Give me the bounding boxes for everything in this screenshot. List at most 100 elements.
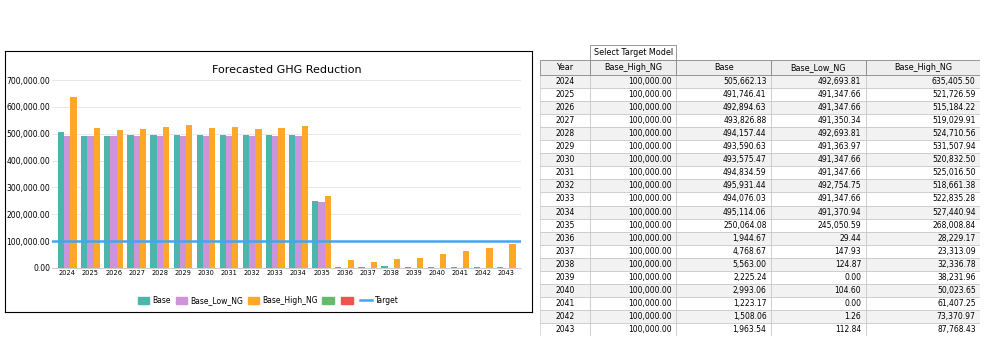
FancyBboxPatch shape [866, 140, 980, 153]
Text: 100,000.00: 100,000.00 [628, 260, 672, 269]
FancyBboxPatch shape [590, 179, 677, 192]
Text: 492,894.63: 492,894.63 [723, 103, 766, 112]
Text: 245,050.59: 245,050.59 [818, 221, 861, 229]
Legend: Base, Base_Low_NG, Base_High_NG, , , Target: Base, Base_Low_NG, Base_High_NG, , , Tar… [135, 293, 402, 308]
Text: 100,000.00: 100,000.00 [628, 325, 672, 334]
Text: 147.93: 147.93 [834, 247, 861, 256]
Text: 2,993.06: 2,993.06 [733, 286, 766, 295]
Text: Year: Year [557, 63, 573, 72]
Text: 29.44: 29.44 [839, 234, 861, 243]
FancyBboxPatch shape [540, 232, 590, 245]
FancyBboxPatch shape [866, 258, 980, 271]
FancyBboxPatch shape [540, 192, 590, 205]
Text: 2028: 2028 [556, 129, 574, 138]
FancyBboxPatch shape [771, 101, 866, 114]
FancyBboxPatch shape [866, 60, 980, 75]
FancyBboxPatch shape [677, 271, 771, 284]
Text: 100,000.00: 100,000.00 [628, 103, 672, 112]
Text: 100,000.00: 100,000.00 [628, 77, 672, 86]
Text: 494,157.44: 494,157.44 [723, 129, 766, 138]
Text: 100,000.00: 100,000.00 [628, 221, 672, 229]
FancyBboxPatch shape [677, 258, 771, 271]
Text: 1,223.17: 1,223.17 [733, 299, 766, 308]
Text: 495,931.44: 495,931.44 [723, 181, 766, 190]
Text: 515,184.22: 515,184.22 [933, 103, 976, 112]
Text: 100,000.00: 100,000.00 [628, 129, 672, 138]
FancyBboxPatch shape [771, 205, 866, 218]
FancyBboxPatch shape [540, 75, 590, 88]
Text: 50,023.65: 50,023.65 [937, 286, 976, 295]
Text: 2035: 2035 [556, 221, 575, 229]
FancyBboxPatch shape [677, 205, 771, 218]
FancyBboxPatch shape [540, 127, 590, 140]
Text: 250,064.08: 250,064.08 [723, 221, 766, 229]
Text: 2027: 2027 [556, 116, 574, 125]
Text: 2026: 2026 [556, 103, 574, 112]
Text: 100,000.00: 100,000.00 [628, 142, 672, 151]
Text: 2030: 2030 [556, 155, 575, 164]
Text: 38,231.96: 38,231.96 [937, 273, 976, 282]
Text: Base_High_NG: Base_High_NG [893, 63, 952, 72]
Text: 87,768.43: 87,768.43 [937, 325, 976, 334]
FancyBboxPatch shape [590, 245, 677, 258]
Text: Base_High_NG: Base_High_NG [605, 63, 662, 72]
Text: 28,229.17: 28,229.17 [938, 234, 976, 243]
FancyBboxPatch shape [540, 205, 590, 218]
Text: 494,834.59: 494,834.59 [723, 168, 766, 177]
FancyBboxPatch shape [677, 310, 771, 323]
Text: 100,000.00: 100,000.00 [628, 155, 672, 164]
FancyBboxPatch shape [771, 297, 866, 310]
Text: 492,754.75: 492,754.75 [818, 181, 861, 190]
Text: 495,114.06: 495,114.06 [723, 208, 766, 216]
FancyBboxPatch shape [866, 192, 980, 205]
FancyBboxPatch shape [677, 153, 771, 166]
Text: 104.60: 104.60 [834, 286, 861, 295]
Text: 2040: 2040 [556, 286, 575, 295]
Text: 2036: 2036 [556, 234, 575, 243]
Text: 518,661.38: 518,661.38 [933, 181, 976, 190]
Text: 100,000.00: 100,000.00 [628, 168, 672, 177]
Text: 491,363.97: 491,363.97 [818, 142, 861, 151]
FancyBboxPatch shape [540, 153, 590, 166]
Text: 2042: 2042 [556, 312, 574, 321]
Text: 1,508.06: 1,508.06 [733, 312, 766, 321]
Text: 524,710.56: 524,710.56 [932, 129, 976, 138]
FancyBboxPatch shape [677, 60, 771, 75]
Text: 522,835.28: 522,835.28 [933, 194, 976, 203]
FancyBboxPatch shape [590, 114, 677, 127]
FancyBboxPatch shape [677, 101, 771, 114]
FancyBboxPatch shape [590, 284, 677, 297]
FancyBboxPatch shape [590, 205, 677, 218]
FancyBboxPatch shape [677, 88, 771, 101]
Text: 100,000.00: 100,000.00 [628, 312, 672, 321]
FancyBboxPatch shape [866, 101, 980, 114]
Text: 519,029.91: 519,029.91 [932, 116, 976, 125]
Text: 100,000.00: 100,000.00 [628, 116, 672, 125]
FancyBboxPatch shape [590, 297, 677, 310]
FancyBboxPatch shape [866, 284, 980, 297]
Text: 505,662.13: 505,662.13 [723, 77, 766, 86]
Text: 73,370.97: 73,370.97 [937, 312, 976, 321]
FancyBboxPatch shape [540, 88, 590, 101]
FancyBboxPatch shape [540, 140, 590, 153]
Text: 100,000.00: 100,000.00 [628, 90, 672, 99]
Text: 2041: 2041 [556, 299, 574, 308]
Text: 521,726.59: 521,726.59 [932, 90, 976, 99]
Text: 0.00: 0.00 [844, 299, 861, 308]
Text: 100,000.00: 100,000.00 [628, 273, 672, 282]
Text: 491,350.34: 491,350.34 [818, 116, 861, 125]
FancyBboxPatch shape [866, 205, 980, 218]
Text: 527,440.94: 527,440.94 [932, 208, 976, 216]
FancyBboxPatch shape [866, 297, 980, 310]
FancyBboxPatch shape [590, 232, 677, 245]
FancyBboxPatch shape [590, 140, 677, 153]
FancyBboxPatch shape [590, 258, 677, 271]
FancyBboxPatch shape [540, 310, 590, 323]
FancyBboxPatch shape [590, 218, 677, 232]
FancyBboxPatch shape [677, 232, 771, 245]
FancyBboxPatch shape [590, 192, 677, 205]
Text: 100,000.00: 100,000.00 [628, 181, 672, 190]
Text: 2029: 2029 [556, 142, 574, 151]
FancyBboxPatch shape [866, 88, 980, 101]
Text: 491,347.66: 491,347.66 [818, 194, 861, 203]
